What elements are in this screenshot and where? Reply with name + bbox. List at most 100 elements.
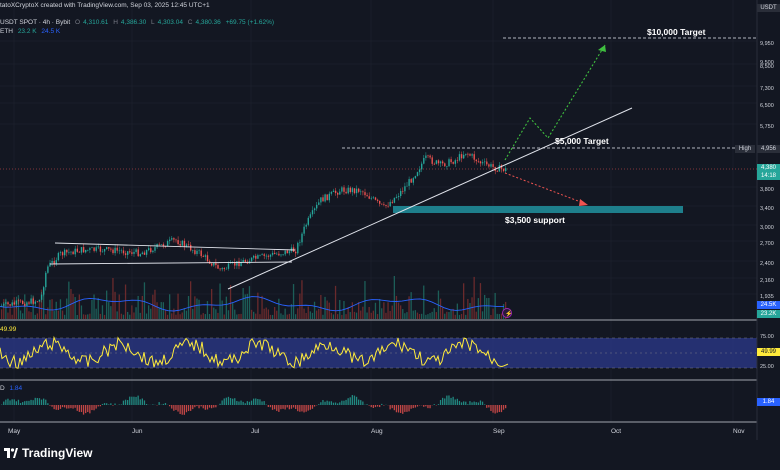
volume-bar <box>43 293 45 319</box>
volume-bar <box>456 303 458 319</box>
volume-bar <box>198 299 200 319</box>
macd-bar <box>301 405 303 412</box>
volume-bar <box>206 301 209 319</box>
candle-body <box>169 239 171 242</box>
rsi-legend-value: 49.99 <box>0 326 17 333</box>
volume-bar <box>303 308 305 319</box>
candlesticks[interactable] <box>1 151 507 309</box>
currency-label[interactable]: USDT <box>757 4 780 12</box>
macd-bar <box>242 401 244 405</box>
high-tag-label: High <box>735 145 755 153</box>
price-axis-label: 3,800 <box>760 187 774 193</box>
candle-body <box>456 160 459 161</box>
symbol-label[interactable]: USDT SPOT · 4h · Bybit <box>0 19 71 26</box>
macd-bar <box>469 401 471 405</box>
volume-legend[interactable]: ETH 23.2 K 24.5 K <box>0 28 63 35</box>
macd-bar <box>181 405 183 415</box>
volume-bar <box>444 313 446 319</box>
macd-bar <box>379 405 381 408</box>
volume-bar <box>334 285 337 319</box>
volume-bar <box>431 311 433 319</box>
candle-body <box>13 302 15 305</box>
macd-bar <box>311 405 314 409</box>
macd-bar <box>248 401 251 405</box>
candle-body <box>70 251 72 253</box>
volume-bar <box>376 314 379 319</box>
candle-body <box>7 302 9 305</box>
symbol-line[interactable]: USDT SPOT · 4h · Bybit O 4,310.61 H 4,386.… <box>0 19 277 26</box>
macd-bar <box>334 402 337 405</box>
macd-bar <box>47 403 49 405</box>
rsi-legend[interactable]: 49.99 <box>0 326 19 333</box>
candle-body <box>106 247 108 250</box>
volume-bar <box>74 297 76 319</box>
target-10k-label[interactable]: $10,000 Target <box>647 27 706 37</box>
candle-body <box>200 250 202 257</box>
volume-bar <box>362 306 364 319</box>
volume-bar <box>263 308 265 319</box>
candle-body <box>227 263 230 269</box>
macd-legend[interactable]: D 1.84 <box>0 385 25 392</box>
macd-bar <box>465 401 467 405</box>
macd-bar <box>152 404 154 405</box>
volume-legend-value-a: 23.2 K <box>17 28 37 35</box>
volume-bar <box>349 312 351 319</box>
macd-bar <box>114 403 116 405</box>
candle-body <box>360 191 362 193</box>
candle-body <box>286 250 288 254</box>
lightning-glyph: ⚡ <box>505 310 512 318</box>
channel-upper-line[interactable] <box>54 242 296 251</box>
channel-lower-line[interactable] <box>49 261 293 265</box>
volume-bar <box>219 283 221 319</box>
macd-bar <box>120 404 122 405</box>
candle-body <box>133 251 135 254</box>
macd-bar <box>135 396 137 405</box>
lightning-icon[interactable] <box>502 308 512 318</box>
volume-bar <box>475 311 477 319</box>
candle-body <box>463 154 465 159</box>
support-label[interactable]: $3,500 support <box>505 215 565 225</box>
candle-body <box>34 301 36 304</box>
candle-body <box>238 261 240 267</box>
candle-body <box>148 248 150 251</box>
volume-bar <box>106 290 108 319</box>
bullish-projection-path[interactable] <box>504 44 606 161</box>
macd-bar <box>498 405 500 413</box>
candle-body <box>82 247 85 253</box>
candle-body <box>89 248 91 250</box>
volume-bar <box>154 289 156 319</box>
candle-body <box>488 164 490 167</box>
macd-bar <box>53 405 55 410</box>
macd-bar <box>406 405 408 412</box>
bearish-projection-path[interactable] <box>504 172 587 205</box>
candle-body <box>240 262 242 267</box>
volume-bar <box>414 310 416 319</box>
macd-bar <box>40 399 43 405</box>
time-label-oct: Oct <box>611 428 622 435</box>
target-5k-label[interactable]: $5,000 Target <box>555 136 609 146</box>
macd-bar <box>307 405 309 411</box>
macd-bar <box>448 395 450 405</box>
volume-bar <box>129 314 131 319</box>
macd-bar <box>408 405 410 412</box>
volume-bar <box>486 298 488 319</box>
tradingview-logo[interactable]: TradingView <box>4 446 92 460</box>
price-axis-label: 2,160 <box>760 278 774 284</box>
candle-body <box>139 254 141 257</box>
candle-body <box>51 260 53 263</box>
uptrend-line[interactable] <box>227 107 633 290</box>
volume-bar <box>250 309 253 319</box>
volume-bar <box>173 308 175 319</box>
candle-body <box>59 252 62 253</box>
macd-bar <box>467 404 469 405</box>
volume-bar <box>435 312 437 319</box>
candle-body <box>284 250 286 255</box>
macd-bar <box>118 404 120 405</box>
candle-body <box>265 255 267 257</box>
volume-bar <box>488 297 490 319</box>
support-zone[interactable] <box>393 206 683 213</box>
macd-bar <box>343 400 345 405</box>
price-axis-label: 1,935 <box>760 294 774 300</box>
